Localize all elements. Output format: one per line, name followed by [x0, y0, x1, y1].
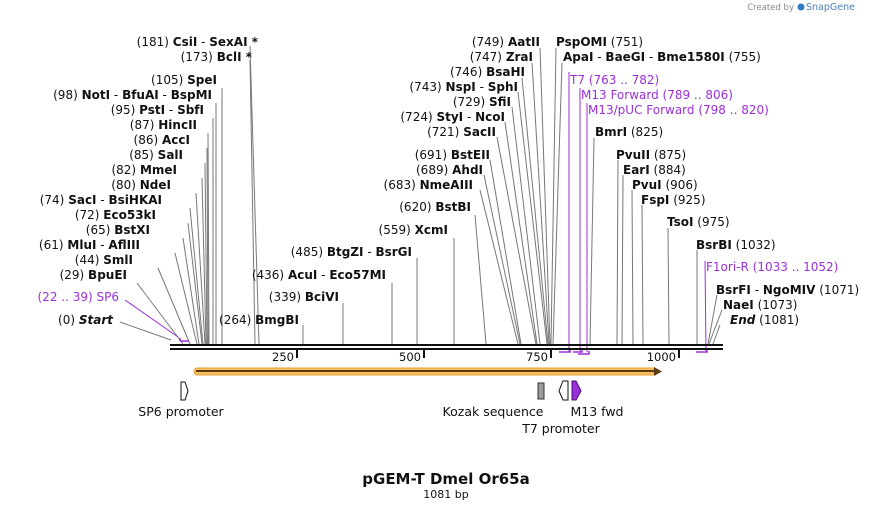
- sp6-primer-mark: [179, 338, 189, 342]
- site-label[interactable]: End (1081): [730, 313, 799, 327]
- site-label[interactable]: (173) BclI *: [181, 50, 253, 64]
- ruler-ticks: [296, 350, 680, 358]
- site-label[interactable]: (749) AatII: [472, 35, 540, 49]
- site-label[interactable]: FspI (925): [641, 193, 706, 207]
- tick-label: 500: [399, 350, 421, 364]
- site-label[interactable]: PspOMI (751): [556, 35, 643, 49]
- feature-label: SP6 promoter: [138, 404, 224, 419]
- sp6-promoter-arrow-icon[interactable]: [180, 381, 189, 401]
- primer-label[interactable]: M13/pUC Forward (798 .. 820): [588, 103, 769, 117]
- site-label[interactable]: (98) NotI - BfuAI - BspMI: [53, 88, 212, 102]
- orf-arrow[interactable]: [193, 367, 662, 376]
- primer-label[interactable]: T7 (763 .. 782): [569, 73, 659, 87]
- site-label[interactable]: (264) BmgBI: [219, 313, 299, 327]
- site-label[interactable]: (44) SmlI: [75, 253, 133, 267]
- site-label[interactable]: (86) AccI: [134, 133, 190, 147]
- site-label[interactable]: (689) AhdI: [416, 163, 483, 177]
- tick-label: 750: [526, 350, 548, 364]
- backbone: [170, 344, 723, 350]
- leader-lines: [119, 45, 723, 345]
- site-label[interactable]: (729) SfiI: [453, 95, 511, 109]
- map-title: pGEM-T Dmel Or65a: [362, 470, 529, 488]
- site-label[interactable]: (485) BtgZI - BsrGI: [291, 245, 412, 259]
- m13-puc-forward-primer-mark: [578, 351, 590, 355]
- site-label[interactable]: PvuII (875): [616, 148, 686, 162]
- credit-brand: SnapGene: [806, 2, 855, 13]
- site-label[interactable]: BsrBI (1032): [696, 238, 776, 252]
- site-label[interactable]: (80) NdeI: [111, 178, 171, 192]
- primer-leader-lines: [124, 72, 707, 353]
- site-label[interactable]: (724) StyI - NcoI: [400, 110, 505, 124]
- site-label[interactable]: (85) SalI: [129, 148, 183, 162]
- site-label[interactable]: (339) BciVI: [269, 290, 339, 304]
- feature-label: M13 fwd: [570, 404, 623, 419]
- primer-label[interactable]: (22 .. 39) SP6: [38, 290, 120, 304]
- site-label[interactable]: NaeI (1073): [723, 298, 797, 312]
- map-length: 1081 bp: [423, 488, 468, 501]
- site-label[interactable]: (72) Eco53kI: [75, 208, 156, 222]
- site-label[interactable]: (29) BpuEI: [60, 268, 127, 282]
- site-label[interactable]: (747) ZraI: [470, 50, 533, 64]
- site-label[interactable]: ApaI - BaeGI - Bme1580I (755): [563, 50, 761, 64]
- primer-label[interactable]: F1ori-R (1033 .. 1052): [706, 260, 838, 274]
- site-label[interactable]: (74) SacI - BsiHKAI: [40, 193, 162, 207]
- credit-text: Created by: [747, 3, 794, 13]
- site-label[interactable]: (691) BstEII: [415, 148, 490, 162]
- site-label[interactable]: (65) BstXI: [86, 223, 150, 237]
- site-label[interactable]: (436) AcuI - Eco57MI: [252, 268, 386, 282]
- t7-promoter-arrow-icon[interactable]: [558, 380, 569, 401]
- primer-label[interactable]: M13 Forward (789 .. 806): [581, 88, 733, 102]
- site-label[interactable]: (95) PstI - SbfI: [111, 103, 204, 117]
- tick-label: 250: [272, 350, 294, 364]
- site-label[interactable]: BmrI (825): [595, 125, 663, 139]
- site-label[interactable]: (181) CsiI - SexAI *: [137, 35, 259, 49]
- site-label[interactable]: (683) NmeAIII: [384, 178, 473, 192]
- site-label[interactable]: BsrFI - NgoMIV (1071): [716, 283, 859, 297]
- site-label[interactable]: (82) MmeI: [111, 163, 177, 177]
- site-label[interactable]: (559) XcmI: [379, 223, 448, 237]
- site-label[interactable]: TsoI (975): [667, 215, 730, 229]
- kozak-sequence-box-icon[interactable]: [537, 382, 545, 400]
- site-label[interactable]: PvuI (906): [632, 178, 698, 192]
- m13-fwd-arrow-icon[interactable]: [571, 380, 582, 401]
- site-label[interactable]: EarI (884): [623, 163, 686, 177]
- site-label[interactable]: (620) BstBI: [399, 200, 471, 214]
- site-label[interactable]: (105) SpeI: [151, 73, 217, 87]
- site-label[interactable]: (0) Start: [58, 313, 114, 327]
- site-label[interactable]: (61) MluI - AflIII: [39, 238, 140, 252]
- site-label[interactable]: (87) HincII: [130, 118, 197, 132]
- feature-label: T7 promoter: [521, 421, 600, 436]
- tick-label: 1000: [647, 350, 676, 364]
- snapgene-logo-icon: [797, 3, 805, 11]
- site-label[interactable]: (721) SacII: [427, 125, 496, 139]
- site-label[interactable]: (743) NspI - SphI: [409, 80, 518, 94]
- site-label[interactable]: (746) BsaHI: [450, 65, 525, 79]
- feature-label: Kozak sequence: [443, 404, 544, 419]
